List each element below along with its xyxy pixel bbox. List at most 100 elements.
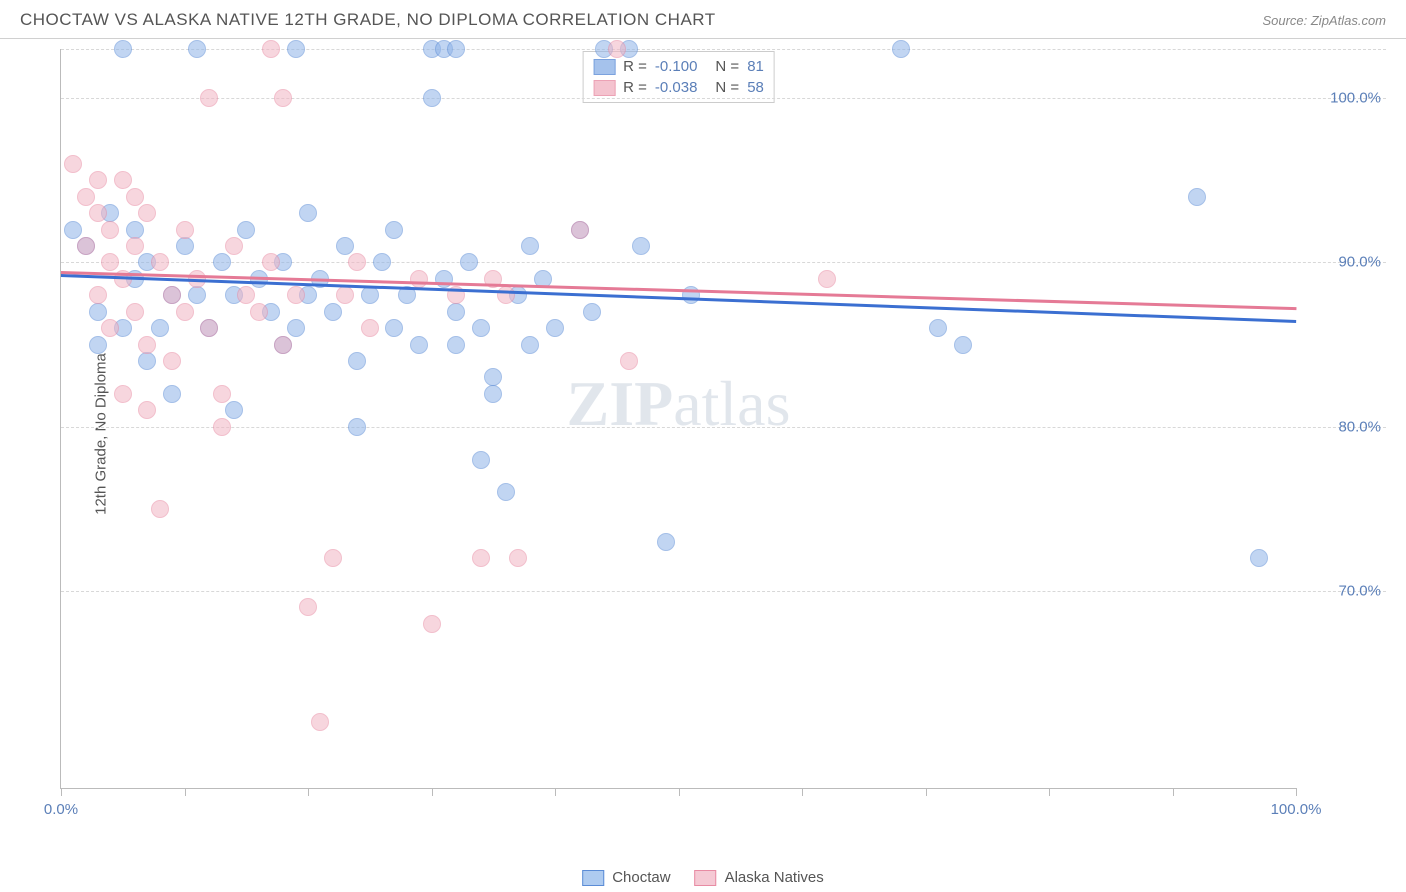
scatter-point xyxy=(287,286,305,304)
scatter-point xyxy=(287,319,305,337)
chart-header: CHOCTAW VS ALASKA NATIVE 12TH GRADE, NO … xyxy=(0,0,1406,39)
scatter-point xyxy=(138,352,156,370)
x-tick xyxy=(555,788,556,796)
scatter-point xyxy=(632,237,650,255)
scatter-point xyxy=(101,253,119,271)
scatter-point xyxy=(138,336,156,354)
scatter-point xyxy=(262,40,280,58)
scatter-point xyxy=(89,286,107,304)
scatter-point xyxy=(497,483,515,501)
grid-line xyxy=(61,591,1386,592)
scatter-point xyxy=(188,40,206,58)
stats-n-value: 58 xyxy=(747,79,764,96)
scatter-point xyxy=(225,237,243,255)
legend-item: Choctaw xyxy=(582,869,670,886)
stats-n-label: N = xyxy=(715,58,739,75)
scatter-point xyxy=(929,319,947,337)
scatter-point xyxy=(954,336,972,354)
scatter-point xyxy=(77,237,95,255)
scatter-point xyxy=(1188,188,1206,206)
watermark: ZIPatlas xyxy=(567,367,791,441)
source-attribution: Source: ZipAtlas.com xyxy=(1262,13,1386,28)
scatter-point xyxy=(77,188,95,206)
x-tick xyxy=(432,788,433,796)
scatter-point xyxy=(435,270,453,288)
legend-label: Choctaw xyxy=(612,869,670,886)
x-tick-label: 0.0% xyxy=(44,801,78,818)
scatter-point xyxy=(126,237,144,255)
scatter-point xyxy=(114,40,132,58)
stats-r-label: R = xyxy=(623,58,647,75)
x-tick xyxy=(802,788,803,796)
scatter-point xyxy=(114,171,132,189)
scatter-point xyxy=(188,286,206,304)
scatter-point xyxy=(126,221,144,239)
stats-n-label: N = xyxy=(715,79,739,96)
grid-line xyxy=(61,427,1386,428)
scatter-point xyxy=(225,401,243,419)
scatter-point xyxy=(213,253,231,271)
scatter-point xyxy=(299,598,317,616)
scatter-point xyxy=(176,303,194,321)
scatter-point xyxy=(151,319,169,337)
scatter-point xyxy=(299,204,317,222)
legend: Choctaw Alaska Natives xyxy=(582,869,824,886)
scatter-point xyxy=(163,286,181,304)
scatter-point xyxy=(521,237,539,255)
scatter-point xyxy=(423,89,441,107)
y-tick-label: 100.0% xyxy=(1330,90,1381,107)
x-tick xyxy=(185,788,186,796)
legend-swatch xyxy=(593,80,615,96)
scatter-point xyxy=(657,533,675,551)
scatter-point xyxy=(583,303,601,321)
scatter-point xyxy=(101,221,119,239)
scatter-point xyxy=(423,615,441,633)
scatter-point xyxy=(176,221,194,239)
scatter-point xyxy=(447,40,465,58)
scatter-point xyxy=(472,319,490,337)
stats-r-value: -0.038 xyxy=(655,79,698,96)
scatter-point xyxy=(546,319,564,337)
scatter-point xyxy=(138,204,156,222)
legend-swatch xyxy=(582,870,604,886)
x-tick xyxy=(308,788,309,796)
scatter-point xyxy=(324,549,342,567)
scatter-point xyxy=(521,336,539,354)
scatter-point xyxy=(163,385,181,403)
scatter-point xyxy=(287,40,305,58)
scatter-point xyxy=(818,270,836,288)
scatter-point xyxy=(237,286,255,304)
scatter-point xyxy=(237,221,255,239)
scatter-point xyxy=(497,286,515,304)
scatter-point xyxy=(410,336,428,354)
scatter-point xyxy=(484,385,502,403)
correlation-stats-box: R =-0.100N = 81R =-0.038N = 58 xyxy=(582,51,775,103)
scatter-point xyxy=(361,319,379,337)
scatter-point xyxy=(151,253,169,271)
scatter-point xyxy=(385,319,403,337)
scatter-point xyxy=(89,336,107,354)
scatter-point xyxy=(126,303,144,321)
grid-line xyxy=(61,262,1386,263)
scatter-point xyxy=(336,237,354,255)
x-tick xyxy=(926,788,927,796)
scatter-point xyxy=(361,286,379,304)
scatter-point xyxy=(608,40,626,58)
chart-title: CHOCTAW VS ALASKA NATIVE 12TH GRADE, NO … xyxy=(20,10,716,30)
x-tick xyxy=(679,788,680,796)
scatter-point xyxy=(200,319,218,337)
scatter-point xyxy=(89,204,107,222)
scatter-point xyxy=(336,286,354,304)
scatter-point xyxy=(324,303,342,321)
scatter-point xyxy=(138,401,156,419)
scatter-point xyxy=(460,253,478,271)
scatter-point xyxy=(472,549,490,567)
stats-r-label: R = xyxy=(623,79,647,96)
scatter-point xyxy=(472,451,490,469)
legend-item: Alaska Natives xyxy=(695,869,824,886)
scatter-point xyxy=(64,221,82,239)
scatter-point xyxy=(176,237,194,255)
grid-line xyxy=(61,49,1386,50)
scatter-point xyxy=(348,418,366,436)
scatter-point xyxy=(571,221,589,239)
